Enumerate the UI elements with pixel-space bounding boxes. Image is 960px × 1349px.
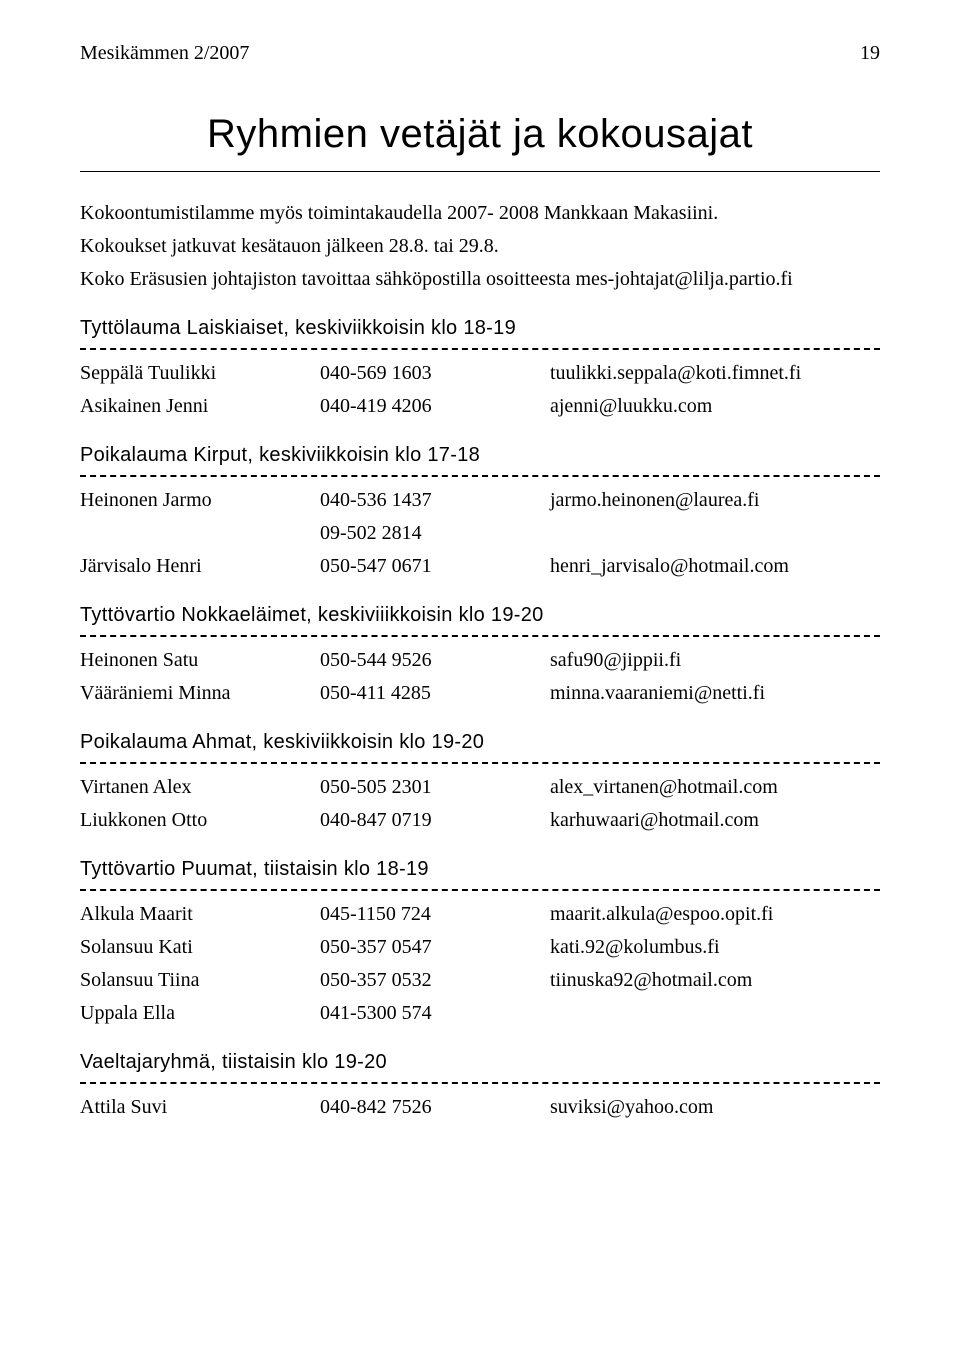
contact-name: Heinonen Satu bbox=[80, 647, 320, 674]
contact-row: Attila Suvi040-842 7526suviksi@yahoo.com bbox=[80, 1094, 880, 1121]
contact-name: Solansuu Tiina bbox=[80, 967, 320, 994]
contact-phone: 040-569 1603 bbox=[320, 360, 550, 387]
contact-phone: 050-505 2301 bbox=[320, 774, 550, 801]
contact-phone: 050-547 0671 bbox=[320, 553, 550, 580]
contact-row: Asikainen Jenni040-419 4206ajenni@luukku… bbox=[80, 393, 880, 420]
section-divider bbox=[80, 1082, 880, 1084]
section-title: Poikalauma Ahmat, keskiviikkoisin klo 19… bbox=[80, 729, 880, 756]
contact-email: ajenni@luukku.com bbox=[550, 393, 880, 420]
contact-email: safu90@jippii.fi bbox=[550, 647, 880, 674]
contact-row: Heinonen Satu050-544 9526safu90@jippii.f… bbox=[80, 647, 880, 674]
sections: Tyttölauma Laiskiaiset, keskiviikkoisin … bbox=[80, 315, 880, 1121]
journal-name: Mesikämmen 2/2007 bbox=[80, 40, 249, 67]
intro-line: Koko Eräsusien johtajiston tavoittaa säh… bbox=[80, 266, 880, 293]
contact-email: maarit.alkula@espoo.opit.fi bbox=[550, 901, 880, 928]
contact-row: Solansuu Tiina050-357 0532tiinuska92@hot… bbox=[80, 967, 880, 994]
section-title: Tyttölauma Laiskiaiset, keskiviikkoisin … bbox=[80, 315, 880, 342]
contact-name: Attila Suvi bbox=[80, 1094, 320, 1121]
contact-name: Uppala Ella bbox=[80, 1000, 320, 1027]
contact-name: Alkula Maarit bbox=[80, 901, 320, 928]
page-title: Ryhmien vetäjät ja kokousajat bbox=[80, 107, 880, 161]
contact-name: Vääräniemi Minna bbox=[80, 680, 320, 707]
contact-phone: 040-842 7526 bbox=[320, 1094, 550, 1121]
contact-email: alex_virtanen@hotmail.com bbox=[550, 774, 880, 801]
contact-email: tuulikki.seppala@koti.fimnet.fi bbox=[550, 360, 880, 387]
section-title: Tyttövartio Puumat, tiistaisin klo 18-19 bbox=[80, 856, 880, 883]
contact-email: henri_jarvisalo@hotmail.com bbox=[550, 553, 880, 580]
contact-phone: 050-544 9526 bbox=[320, 647, 550, 674]
section-divider bbox=[80, 635, 880, 637]
contact-email bbox=[550, 520, 880, 547]
contact-email: jarmo.heinonen@laurea.fi bbox=[550, 487, 880, 514]
contact-name: Seppälä Tuulikki bbox=[80, 360, 320, 387]
page-number: 19 bbox=[860, 40, 880, 67]
contact-row: Järvisalo Henri050-547 0671henri_jarvisa… bbox=[80, 553, 880, 580]
contact-name: Asikainen Jenni bbox=[80, 393, 320, 420]
contact-phone: 040-847 0719 bbox=[320, 807, 550, 834]
contact-name: Heinonen Jarmo bbox=[80, 487, 320, 514]
contact-row: Liukkonen Otto040-847 0719karhuwaari@hot… bbox=[80, 807, 880, 834]
contact-phone: 040-536 1437 bbox=[320, 487, 550, 514]
page: Mesikämmen 2/2007 19 Ryhmien vetäjät ja … bbox=[0, 0, 960, 1349]
contact-row: Vääräniemi Minna050-411 4285minna.vaaran… bbox=[80, 680, 880, 707]
contact-row: Virtanen Alex050-505 2301alex_virtanen@h… bbox=[80, 774, 880, 801]
contact-email: karhuwaari@hotmail.com bbox=[550, 807, 880, 834]
contact-phone: 050-411 4285 bbox=[320, 680, 550, 707]
contact-phone: 041-5300 574 bbox=[320, 1000, 550, 1027]
contact-name: Järvisalo Henri bbox=[80, 553, 320, 580]
contact-phone: 040-419 4206 bbox=[320, 393, 550, 420]
section-divider bbox=[80, 762, 880, 764]
section-divider bbox=[80, 889, 880, 891]
section-title: Vaeltajaryhmä, tiistaisin klo 19-20 bbox=[80, 1049, 880, 1076]
contact-phone: 050-357 0532 bbox=[320, 967, 550, 994]
title-rule bbox=[80, 171, 880, 172]
contact-name bbox=[80, 520, 320, 547]
contact-row: Uppala Ella041-5300 574 bbox=[80, 1000, 880, 1027]
section-divider bbox=[80, 475, 880, 477]
running-head: Mesikämmen 2/2007 19 bbox=[80, 40, 880, 67]
contact-row: Solansuu Kati050-357 0547kati.92@kolumbu… bbox=[80, 934, 880, 961]
section-title: Tyttövartio Nokkaeläimet, keskiviiikkois… bbox=[80, 602, 880, 629]
contact-name: Solansuu Kati bbox=[80, 934, 320, 961]
contact-email: suviksi@yahoo.com bbox=[550, 1094, 880, 1121]
contact-phone: 050-357 0547 bbox=[320, 934, 550, 961]
contact-email: kati.92@kolumbus.fi bbox=[550, 934, 880, 961]
contact-row: 09-502 2814 bbox=[80, 520, 880, 547]
contact-row: Heinonen Jarmo040-536 1437jarmo.heinonen… bbox=[80, 487, 880, 514]
contact-email bbox=[550, 1000, 880, 1027]
contact-name: Liukkonen Otto bbox=[80, 807, 320, 834]
contact-name: Virtanen Alex bbox=[80, 774, 320, 801]
contact-phone: 09-502 2814 bbox=[320, 520, 550, 547]
contact-email: minna.vaaraniemi@netti.fi bbox=[550, 680, 880, 707]
contact-email: tiinuska92@hotmail.com bbox=[550, 967, 880, 994]
contact-row: Seppälä Tuulikki040-569 1603tuulikki.sep… bbox=[80, 360, 880, 387]
section-divider bbox=[80, 348, 880, 350]
section-title: Poikalauma Kirput, keskiviikkoisin klo 1… bbox=[80, 442, 880, 469]
contact-phone: 045-1150 724 bbox=[320, 901, 550, 928]
intro-line: Kokoukset jatkuvat kesätauon jälkeen 28.… bbox=[80, 233, 880, 260]
intro-line: Kokoontumistilamme myös toimintakaudella… bbox=[80, 200, 880, 227]
contact-row: Alkula Maarit045-1150 724maarit.alkula@e… bbox=[80, 901, 880, 928]
